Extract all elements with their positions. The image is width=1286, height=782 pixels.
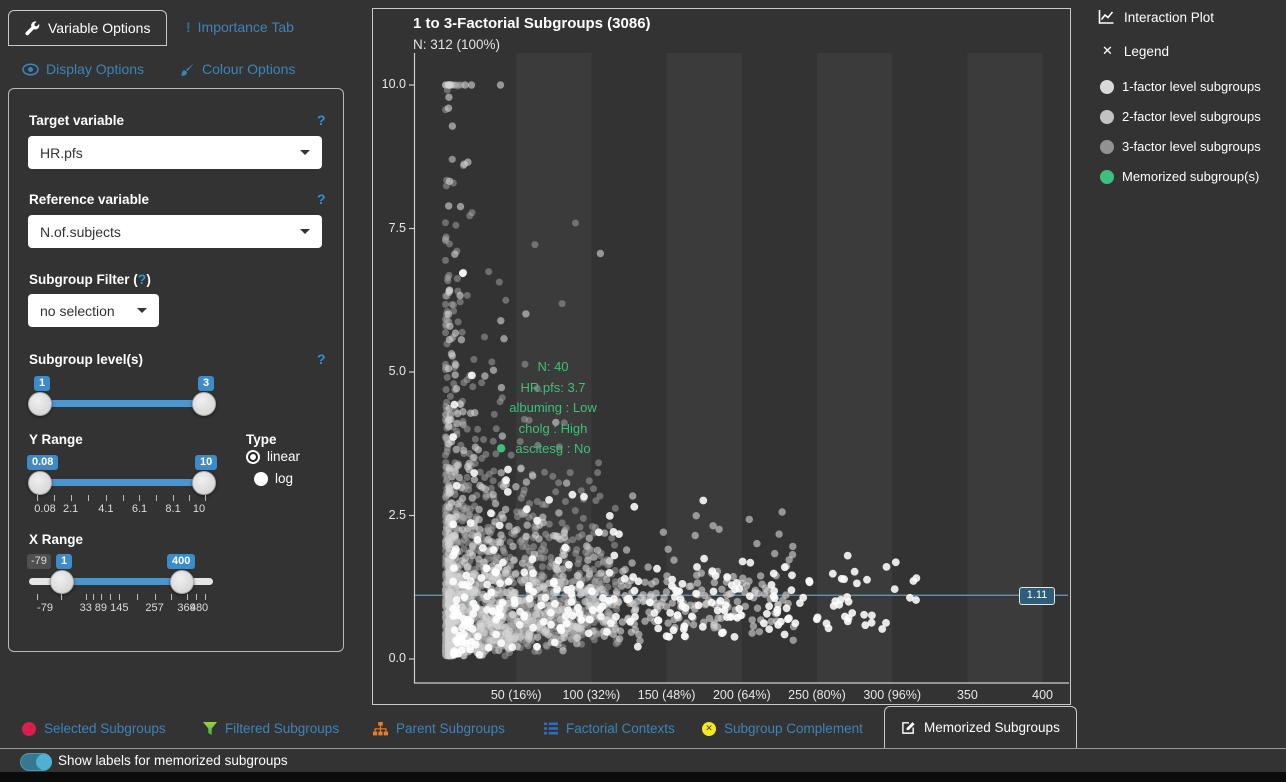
memorized-subgroup-annotation: N: 40 HR.pfs: 3.7 albuming : Low cholg : Hi… bbox=[509, 359, 597, 456]
tab-selected-subgroups[interactable]: Selected Subgroups bbox=[22, 721, 166, 736]
link-display-options[interactable]: Display Options bbox=[22, 61, 144, 77]
subgroup-filter-select[interactable]: no selection bbox=[28, 294, 159, 327]
radio-linear-icon bbox=[246, 449, 260, 464]
radio-linear-label: linear bbox=[267, 449, 301, 464]
x-range-min-label: -79 bbox=[27, 554, 51, 569]
scatter-plot[interactable] bbox=[409, 53, 1069, 684]
wrench-icon bbox=[25, 20, 40, 36]
tab-filtered-subgroups[interactable]: Filtered Subgroups bbox=[203, 721, 339, 736]
tab-memorized-subgroups[interactable]: Memorized Subgroups bbox=[884, 706, 1077, 748]
tab-parent-subgroups[interactable]: Parent Subgroups bbox=[373, 721, 505, 736]
legend-dot-2factor bbox=[1100, 109, 1114, 124]
legend-item-3factor[interactable]: 3-factor level subgroups bbox=[1100, 139, 1261, 154]
reference-variable-label: Reference variable bbox=[29, 192, 150, 207]
legend-item-1factor[interactable]: 1-factor level subgroups bbox=[1100, 79, 1261, 94]
subgroup-levels-label: Subgroup level(s) bbox=[29, 352, 144, 367]
y-range-handle-left[interactable] bbox=[28, 471, 52, 495]
target-variable-select[interactable]: HR.pfs bbox=[28, 136, 322, 169]
x-range-handle-right[interactable] bbox=[170, 570, 194, 594]
tab-factorial-contexts[interactable]: Factorial Contexts bbox=[544, 721, 675, 736]
tab-subgroup-complement[interactable]: ✕ Subgroup Complement bbox=[702, 721, 863, 736]
tab-importance-label: Importance Tab bbox=[197, 19, 294, 35]
type-label: Type bbox=[246, 432, 277, 447]
legend-label-3factor: 3-factor level subgroups bbox=[1122, 139, 1261, 154]
radio-log-label: log bbox=[275, 471, 294, 486]
reference-variable-value: N.of.subjects bbox=[40, 223, 121, 240]
red-circle-icon bbox=[22, 721, 36, 736]
legend-label-memorized: Memorized subgroup(s) bbox=[1122, 169, 1260, 184]
radio-log[interactable]: log bbox=[254, 471, 293, 486]
reference-variable-help-icon[interactable]: ? bbox=[317, 191, 326, 207]
filter-help-icon[interactable]: ? bbox=[137, 271, 147, 287]
chart-line-icon bbox=[1098, 9, 1115, 25]
show-labels-toggle[interactable] bbox=[20, 753, 52, 771]
chart-subtitle: N: 312 (100%) bbox=[413, 37, 501, 52]
variable-options-panel: Target variable ? HR.pfs Reference varia… bbox=[8, 88, 344, 652]
y-range-slider-track[interactable] bbox=[29, 479, 213, 486]
subgroup-filter-value: no selection bbox=[40, 302, 115, 319]
levels-from-bubble: 1 bbox=[34, 376, 51, 391]
y-range-label: Y Range bbox=[29, 432, 83, 447]
x-range-from-bubble: 1 bbox=[56, 554, 73, 569]
link-display-options-label: Display Options bbox=[46, 61, 145, 77]
close-icon[interactable]: ✕ bbox=[1102, 43, 1113, 58]
legend-header[interactable]: ✕ Legend bbox=[1102, 43, 1169, 59]
legend-dot-3factor bbox=[1100, 139, 1114, 154]
interaction-plot-button[interactable]: Interaction Plot bbox=[1098, 9, 1214, 25]
interaction-plot-label: Interaction Plot bbox=[1124, 9, 1215, 25]
legend-item-2factor[interactable]: 2-factor level subgroups bbox=[1100, 109, 1261, 124]
y-range-handle-right[interactable] bbox=[192, 471, 216, 495]
radio-linear[interactable]: linear bbox=[246, 449, 300, 464]
exclamation-icon: ! bbox=[186, 19, 191, 35]
legend-dot-1factor bbox=[1100, 79, 1114, 94]
chevron-down-icon bbox=[137, 308, 147, 313]
y-range-to-bubble: 10 bbox=[195, 455, 218, 470]
show-labels-toggle-label: Show labels for memorized subgroups bbox=[58, 753, 288, 768]
x-range-ticks: -79 33 89 145 257 369 480 bbox=[37, 594, 208, 618]
radio-log-icon bbox=[254, 471, 268, 486]
chart-title: 1 to 3-Factorial Subgroups (3086) bbox=[413, 15, 651, 32]
bottom-strip bbox=[0, 772, 1286, 782]
scatter-chart-card: 1 to 3-Factorial Subgroups (3086) N: 312… bbox=[372, 8, 1071, 705]
reference-line-label: 1.11 bbox=[1019, 587, 1055, 605]
levels-slider-track[interactable] bbox=[29, 400, 213, 407]
x-range-handle-left[interactable] bbox=[50, 570, 74, 594]
list-icon bbox=[544, 722, 558, 735]
levels-slider-handle-right[interactable] bbox=[192, 392, 216, 416]
edit-icon bbox=[901, 720, 916, 735]
y-range-from-bubble: 0.08 bbox=[27, 455, 59, 470]
legend-label-1factor: 1-factor level subgroups bbox=[1122, 79, 1261, 94]
levels-to-bubble: 3 bbox=[198, 376, 215, 391]
reference-variable-select[interactable]: N.of.subjects bbox=[28, 215, 322, 248]
x-range-label: X Range bbox=[29, 532, 84, 547]
x-range-to-bubble: 400 bbox=[167, 554, 196, 569]
chevron-down-icon bbox=[300, 150, 310, 155]
target-variable-help-icon[interactable]: ? bbox=[317, 112, 326, 128]
levels-slider-handle-left[interactable] bbox=[28, 392, 52, 416]
legend-dot-memorized bbox=[1100, 169, 1114, 184]
funnel-icon bbox=[203, 721, 217, 736]
y-range-ticks: 0.08 2.1 4.1 6.1 8.1 10 bbox=[34, 495, 206, 519]
legend-title: Legend bbox=[1123, 43, 1169, 59]
tab-variable-options-label: Variable Options bbox=[48, 20, 151, 36]
legend-label-2factor: 2-factor level subgroups bbox=[1122, 109, 1261, 124]
link-colour-options[interactable]: Colour Options bbox=[180, 61, 295, 77]
chevron-down-icon bbox=[300, 229, 310, 234]
x-range-track-selected[interactable] bbox=[61, 578, 181, 585]
circle-x-icon: ✕ bbox=[702, 721, 716, 736]
tab-importance[interactable]: ! Importance Tab bbox=[186, 19, 294, 35]
brush-icon bbox=[180, 62, 195, 77]
tab-variable-options[interactable]: Variable Options bbox=[8, 10, 168, 46]
subgroup-levels-help-icon[interactable]: ? bbox=[317, 351, 326, 367]
legend-item-memorized[interactable]: Memorized subgroup(s) bbox=[1100, 169, 1259, 184]
bottom-divider bbox=[0, 748, 1286, 749]
sitemap-icon bbox=[373, 721, 388, 736]
target-variable-value: HR.pfs bbox=[40, 144, 83, 161]
link-colour-options-label: Colour Options bbox=[202, 61, 296, 77]
eye-icon bbox=[22, 62, 39, 76]
target-variable-label: Target variable bbox=[29, 113, 125, 128]
subgroup-filter-label: Subgroup Filter (?) bbox=[29, 271, 151, 287]
